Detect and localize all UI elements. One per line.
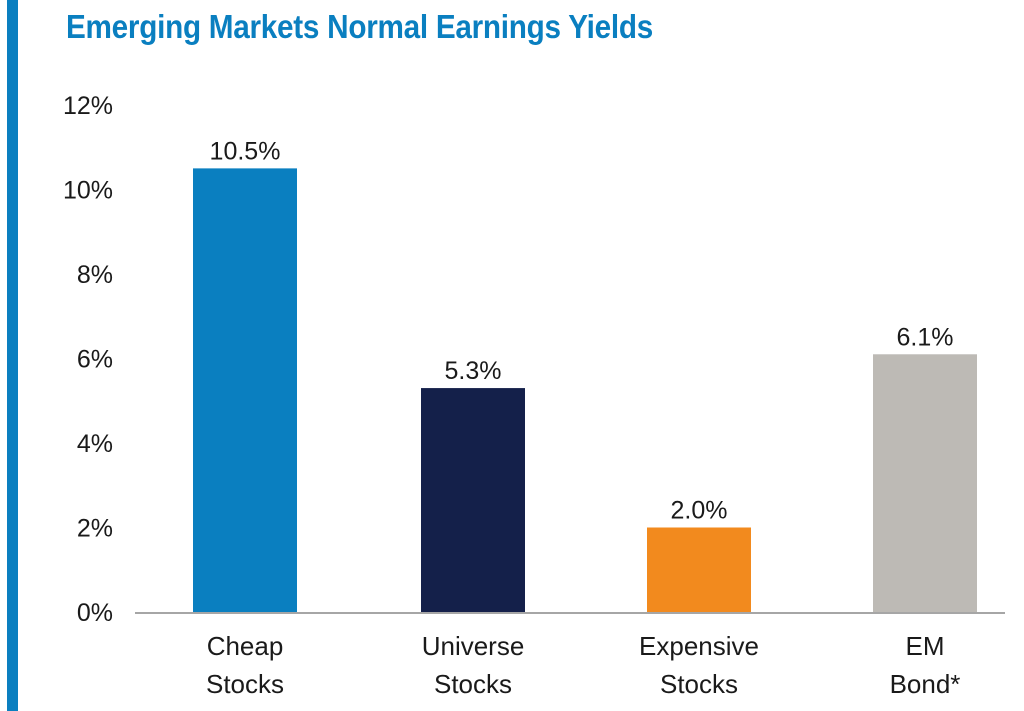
x-tick-label: Cheap <box>207 631 284 661</box>
y-tick-label: 12% <box>63 92 113 120</box>
x-tick-label: Expensive <box>639 631 759 661</box>
bar <box>421 388 525 612</box>
y-tick-label: 4% <box>77 430 113 458</box>
bar <box>873 354 977 612</box>
data-label: 5.3% <box>445 357 502 385</box>
bar <box>647 527 751 612</box>
data-label: 2.0% <box>671 497 728 525</box>
x-tick-label: Stocks <box>206 669 284 699</box>
y-tick-label: 2% <box>77 515 113 543</box>
y-tick-label: 8% <box>77 261 113 289</box>
x-tick-label: Universe <box>422 631 525 661</box>
data-label: 6.1% <box>897 323 954 351</box>
x-tick-label: Stocks <box>660 669 738 699</box>
y-tick-label: 10% <box>63 177 113 205</box>
chart-title: Emerging Markets Normal Earnings Yields <box>66 8 653 45</box>
data-label: 10.5% <box>210 137 281 165</box>
bar <box>193 168 297 612</box>
x-tick-label: EM <box>906 631 945 661</box>
y-tick-label: 6% <box>77 346 113 374</box>
x-tick-label: Bond* <box>890 669 961 699</box>
accent-bar <box>7 0 18 711</box>
y-tick-label: 0% <box>77 599 113 627</box>
x-tick-label: Stocks <box>434 669 512 699</box>
